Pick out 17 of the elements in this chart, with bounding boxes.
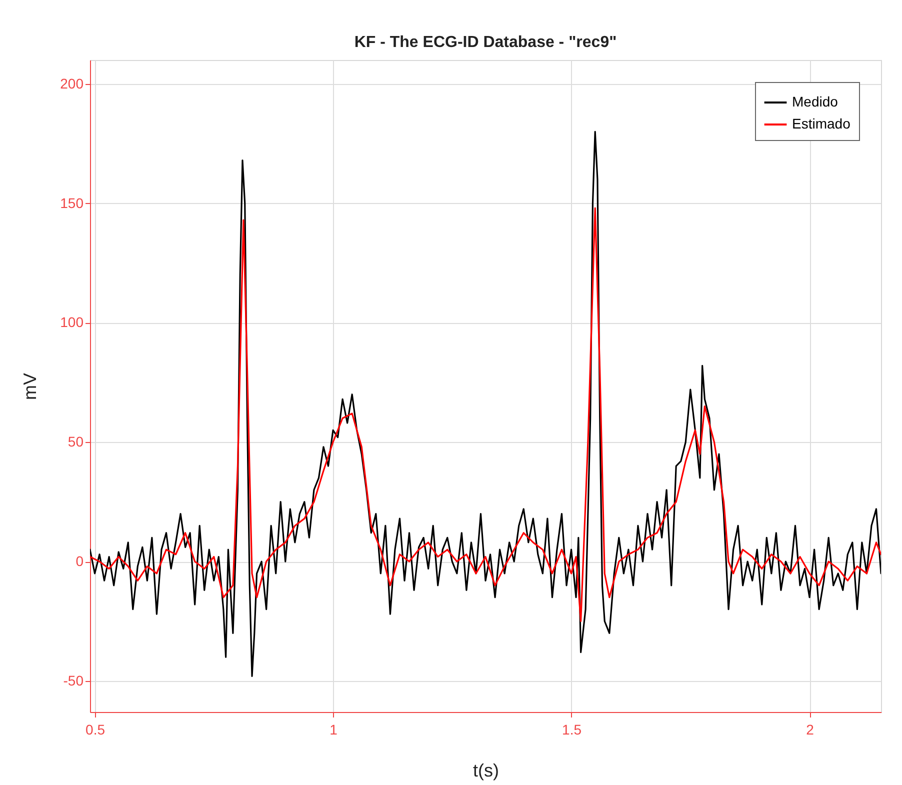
legend-label: Medido [792, 94, 838, 110]
y-tick-label: 100 [60, 314, 84, 330]
y-tick-label: -50 [63, 672, 84, 688]
y-axis-title: mV [20, 373, 40, 400]
y-tick-label: 150 [60, 194, 84, 211]
line-series [90, 130, 881, 677]
line-series [90, 207, 881, 622]
y-tick-label: 50 [68, 434, 84, 450]
chart-title: KF - The ECG-ID Database - "rec9" [354, 34, 617, 51]
x-tick-label: 2 [806, 722, 814, 738]
y-tick-label: 200 [60, 75, 84, 92]
y-tick-label: 0 [76, 553, 84, 570]
x-axis-title: t(s) [473, 760, 499, 780]
x-tick-label: 1.5 [562, 722, 582, 738]
x-tick-label: 0.5 [86, 722, 106, 738]
legend-label: Estimado [792, 116, 851, 132]
x-tick-label: 1 [330, 722, 338, 738]
